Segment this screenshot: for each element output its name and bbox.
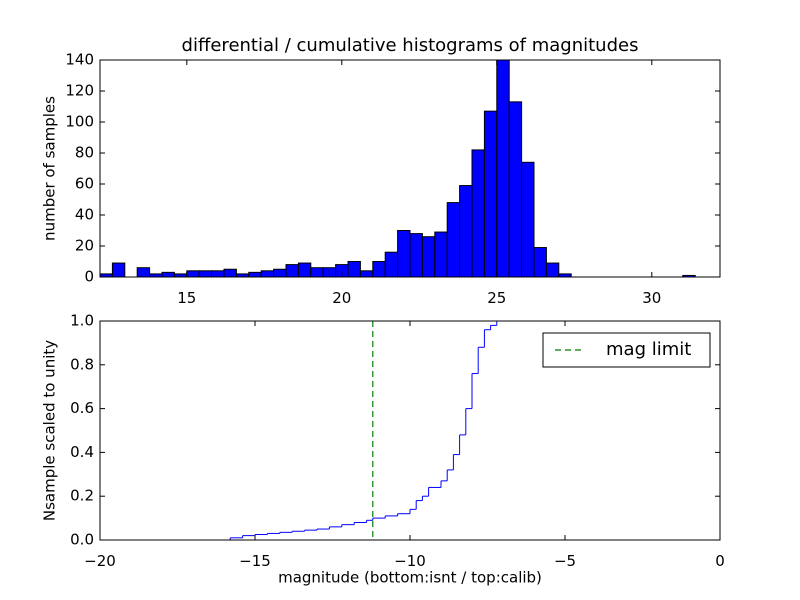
y-axis-label: Nsample scaled to unity [41, 340, 59, 521]
bar [136, 267, 151, 278]
bar [285, 264, 299, 278]
y-tick-label: 40 [75, 206, 94, 224]
x-tick-label: −20 [84, 552, 116, 570]
bar [198, 270, 213, 278]
bar [434, 231, 448, 278]
bar [297, 262, 312, 278]
bar [471, 149, 485, 278]
x-tick-label: 20 [332, 289, 351, 307]
bar [545, 262, 560, 278]
y-tick-label: 20 [75, 237, 94, 255]
bar [273, 268, 287, 278]
x-axis-label: magnitude (bottom:isnt / top:calib) [278, 569, 542, 587]
y-tick-label: 1.0 [70, 312, 94, 330]
bar [409, 233, 423, 278]
y-tick-label: 0 [84, 268, 94, 286]
y-tick-label: 80 [75, 144, 94, 162]
bar [223, 268, 237, 278]
bar [260, 270, 275, 278]
x-tick-label: −15 [239, 552, 271, 570]
y-tick-label: 0.0 [70, 531, 94, 549]
plot-frame [99, 59, 721, 278]
y-axis-label: number of samples [41, 96, 59, 241]
bar [384, 251, 399, 278]
y-tick-label: 0.4 [70, 443, 94, 461]
y-tick-label: 120 [65, 82, 94, 100]
bar [372, 261, 386, 278]
x-tick-label: 25 [487, 289, 506, 307]
x-tick-label: −5 [554, 552, 576, 570]
bar [521, 161, 535, 278]
bar [421, 236, 436, 278]
bar [359, 270, 374, 278]
bar [397, 230, 411, 278]
bar [496, 59, 510, 278]
bar [211, 270, 225, 278]
bar [186, 270, 200, 278]
y-tick-label: 60 [75, 175, 94, 193]
x-tick-label: 15 [177, 289, 196, 307]
bar [446, 202, 461, 278]
chart-title: differential / cumulative histograms of … [182, 35, 639, 56]
bar [533, 247, 547, 278]
bar [111, 262, 126, 278]
legend-label: mag limit [606, 339, 691, 360]
bar [161, 271, 175, 278]
bar [508, 101, 523, 278]
y-tick-label: 100 [65, 113, 94, 131]
y-tick-label: 0.6 [70, 399, 94, 417]
x-tick-label: −10 [394, 552, 426, 570]
bar [483, 110, 498, 278]
x-tick-label: 0 [715, 552, 725, 570]
bar [310, 267, 324, 278]
x-tick-label: 30 [642, 289, 661, 307]
y-tick-label: 140 [65, 51, 94, 69]
bar [322, 267, 337, 278]
bar [248, 271, 262, 278]
bar [459, 185, 473, 278]
y-tick-label: 0.8 [70, 355, 94, 373]
bar [347, 261, 361, 278]
y-tick-label: 0.2 [70, 487, 94, 505]
